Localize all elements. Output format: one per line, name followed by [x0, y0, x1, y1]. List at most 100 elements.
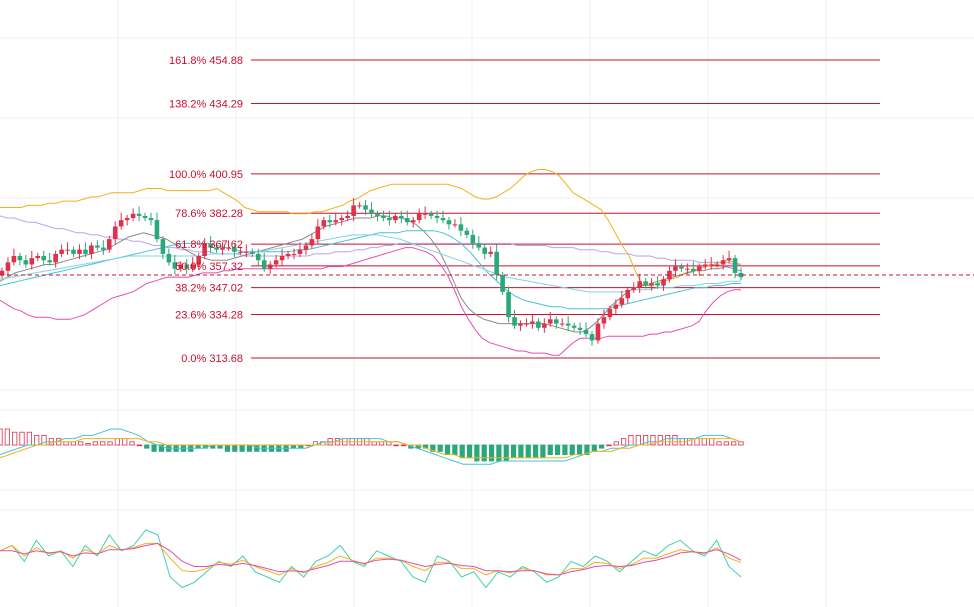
macd-bar-12 — [85, 442, 91, 446]
candle-body-89 — [530, 321, 535, 324]
candle-body-95 — [565, 323, 571, 326]
candle-body-88 — [524, 323, 529, 325]
candle-body-87 — [518, 323, 523, 326]
macd-bar-73 — [532, 444, 539, 459]
candle-body-35 — [208, 243, 213, 248]
macd-bar-71 — [518, 444, 524, 459]
candle-body-72 — [428, 213, 434, 216]
candle-body-80 — [476, 243, 482, 248]
candle-body-42 — [250, 251, 255, 254]
ma-long-line — [0, 234, 741, 293]
macd-bar-0 — [0, 428, 3, 446]
bollinger-mid-line — [0, 215, 741, 265]
candle-body-61 — [363, 205, 368, 210]
candle-body-66 — [393, 215, 398, 221]
bollinger-lower-line — [0, 247, 741, 356]
macd-bar-77 — [562, 444, 568, 456]
price-pane: 161.8% 454.88 138.2% 434.29 100.0% 400.95 7… — [0, 55, 974, 365]
candle-body-8 — [47, 260, 52, 263]
candle-body-65 — [387, 218, 392, 221]
candle-body-82 — [488, 251, 493, 254]
candle-body-6 — [35, 256, 41, 259]
macd-bar-74 — [540, 444, 546, 459]
candle-body-102 — [607, 308, 613, 318]
macd-bar-81 — [591, 444, 597, 452]
candle-body-109 — [649, 283, 654, 286]
candle-body-44 — [261, 260, 267, 269]
candle-body-29 — [172, 262, 178, 269]
candle-body-32 — [190, 264, 196, 269]
candle-body-63 — [375, 213, 380, 216]
candle-body-69 — [410, 220, 416, 223]
macd-bar-32 — [232, 444, 238, 452]
candle-body-78 — [464, 230, 470, 235]
macd-bar-68 — [496, 444, 502, 462]
macd-bar-33 — [239, 444, 245, 452]
candle-body-77 — [458, 224, 464, 231]
candle-body-124 — [738, 272, 744, 278]
macd-bar-85 — [621, 438, 627, 446]
candle-body-28 — [166, 253, 172, 263]
macd-bar-16 — [114, 438, 120, 446]
macd-dea-line — [0, 438, 742, 459]
candle-body-25 — [148, 218, 154, 221]
candle-body-104 — [619, 298, 625, 305]
candle-body-55 — [327, 220, 333, 223]
candle-body-86 — [512, 317, 517, 326]
macd-bar-75 — [547, 444, 553, 456]
fibonacci-levels — [251, 59, 880, 359]
candle-body-12 — [71, 249, 76, 254]
candle-body-115 — [685, 268, 690, 270]
candle-body-110 — [655, 283, 660, 286]
candle-body-38 — [226, 247, 231, 249]
candle-body-100 — [595, 323, 601, 341]
macd-bar-22 — [158, 444, 165, 452]
candle-body-71 — [422, 213, 428, 215]
macd-bar-63 — [459, 444, 465, 459]
candle-body-49 — [291, 253, 297, 255]
macd-bar-69 — [503, 444, 509, 462]
fibonacci-labels: 161.8% 454.88 138.2% 434.29 100.0% 400.95 7… — [169, 55, 243, 365]
macd-bar-82 — [599, 444, 605, 449]
candle-body-33 — [196, 256, 201, 265]
macd-bar-62 — [452, 444, 458, 456]
candle-body-90 — [536, 321, 541, 328]
candle-body-73 — [434, 215, 440, 219]
fib-label-7: 23.6% 334.28 — [175, 310, 243, 322]
fib-label-8: 0.0% 313.68 — [181, 353, 243, 365]
candle-body-46 — [273, 260, 279, 265]
candle-body-62 — [369, 209, 374, 214]
macd-bar-54 — [393, 444, 399, 447]
candle-body-120 — [714, 264, 720, 266]
candle-body-84 — [500, 275, 505, 292]
candle-body-15 — [89, 245, 94, 254]
candle-body-1 — [5, 262, 11, 271]
candle-body-74 — [440, 218, 446, 221]
candle-body-79 — [470, 234, 476, 244]
candle-body-58 — [345, 215, 350, 219]
candle-body-54 — [321, 220, 327, 227]
macd-bar-89 — [650, 434, 656, 446]
macd-bar-87 — [635, 434, 641, 446]
macd-bar-3 — [19, 431, 25, 446]
fib-label-3: 78.6% 382.28 — [175, 208, 243, 220]
candle-body-75 — [446, 220, 452, 225]
kdj-d-line — [0, 542, 742, 576]
candle-body-22 — [130, 213, 136, 219]
candle-body-85 — [506, 291, 511, 318]
candle-body-40 — [238, 251, 243, 253]
candle-body-2 — [11, 256, 17, 263]
candle-body-14 — [83, 249, 88, 254]
candle-body-97 — [577, 327, 583, 330]
macd-bar-78 — [569, 444, 575, 456]
macd-bar-11 — [78, 441, 84, 446]
candle-body-48 — [285, 253, 291, 257]
candle-body-70 — [416, 213, 422, 221]
macd-bar-13 — [92, 441, 98, 446]
macd-bar-99 — [723, 441, 729, 446]
candle-body-51 — [303, 245, 309, 250]
macd-bar-21 — [151, 444, 157, 452]
macd-bar-18 — [129, 441, 135, 446]
candle-body-119 — [708, 264, 714, 266]
